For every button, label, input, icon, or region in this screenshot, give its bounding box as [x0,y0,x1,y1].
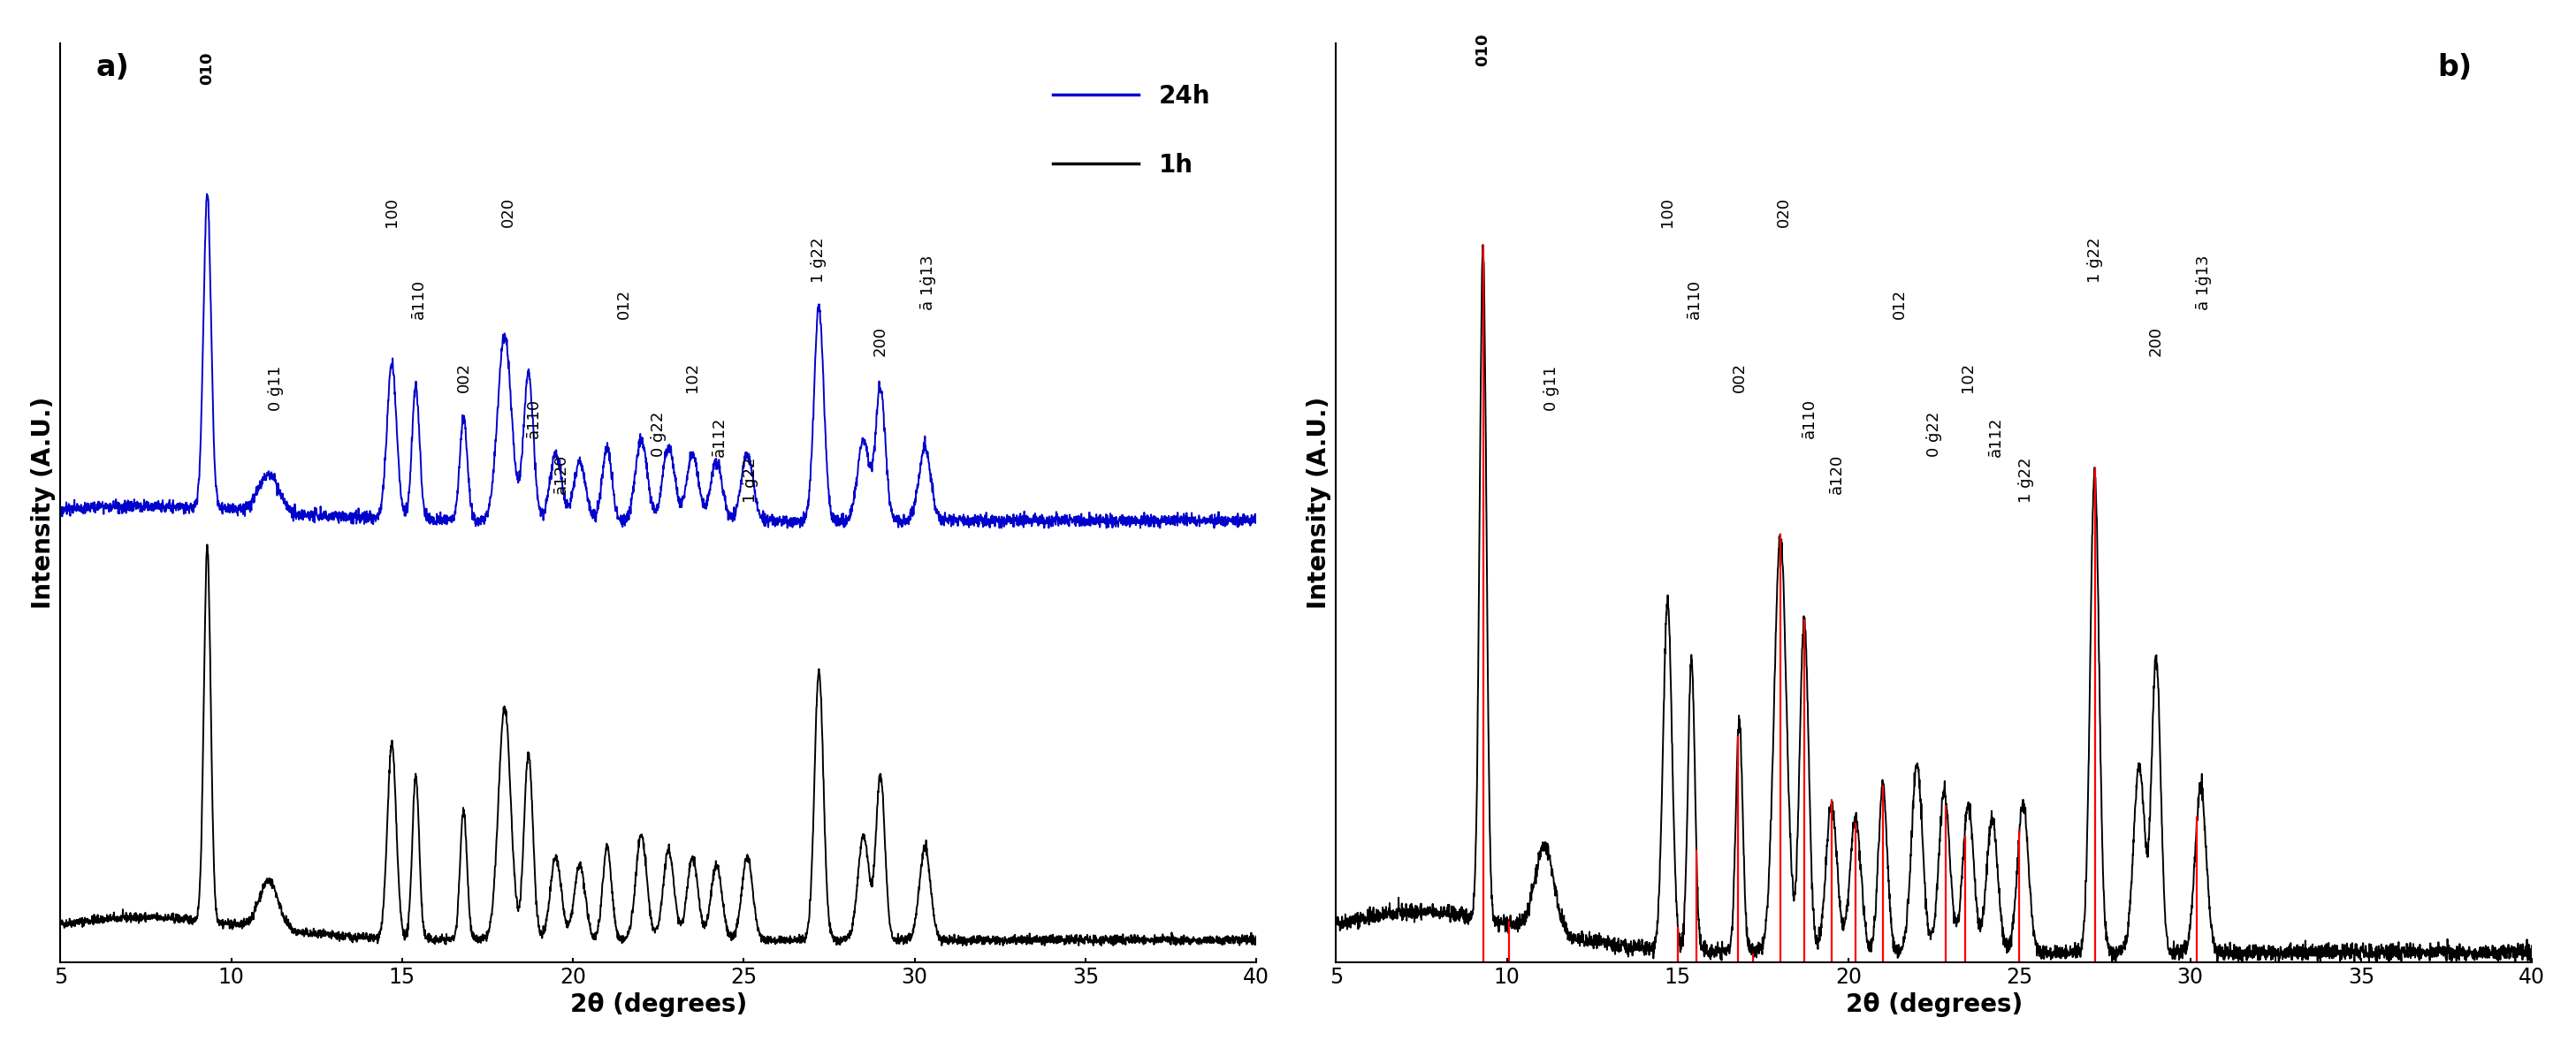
Text: 100: 100 [1659,197,1674,227]
Text: ā120: ā120 [554,454,569,494]
Text: 0 ġ22: 0 ġ22 [649,412,667,457]
Text: ā120: ā120 [1829,454,1844,494]
Text: 0 ġ11: 0 ġ11 [268,366,283,411]
Text: 100: 100 [384,197,399,227]
X-axis label: 2θ (degrees): 2θ (degrees) [1844,992,2022,1018]
Text: ā112: ā112 [711,417,729,457]
Text: 012: 012 [1891,289,1909,320]
Text: 102: 102 [1960,363,1976,393]
Text: 1 ġ22: 1 ġ22 [2087,237,2102,283]
Text: 010: 010 [198,51,216,85]
Text: b): b) [2437,52,2473,82]
Text: 200: 200 [2148,326,2164,356]
X-axis label: 2θ (degrees): 2θ (degrees) [569,992,747,1018]
Text: ā110: ā110 [1801,398,1816,439]
Text: 002: 002 [1731,363,1747,393]
Text: ā110: ā110 [526,398,541,439]
Y-axis label: Intensity (A.U.): Intensity (A.U.) [31,397,57,609]
Text: 1 ġ22: 1 ġ22 [2020,457,2035,503]
Text: 012: 012 [616,289,631,320]
Text: ā 1ġ13: ā 1ġ13 [2197,255,2213,310]
Text: 020: 020 [1775,197,1793,227]
Text: ā110: ā110 [1687,280,1703,320]
Text: 002: 002 [456,363,471,393]
Text: 0 ġ22: 0 ġ22 [1927,412,1942,457]
Text: ā110: ā110 [412,280,428,320]
Text: ā 1ġ13: ā 1ġ13 [920,255,935,310]
Text: 200: 200 [873,326,889,356]
Y-axis label: Intensity (A.U.): Intensity (A.U.) [1306,397,1332,609]
Text: a): a) [95,52,129,82]
Text: ā112: ā112 [1989,417,2004,457]
Legend: 24h, 1h: 24h, 1h [1043,74,1221,188]
Text: 102: 102 [685,363,701,393]
Text: 1 ġ22: 1 ġ22 [742,457,757,503]
Text: 010: 010 [1476,34,1492,67]
Text: 1 ġ22: 1 ġ22 [811,237,827,283]
Text: 020: 020 [500,197,515,227]
Text: 0 ġ11: 0 ġ11 [1543,366,1558,411]
